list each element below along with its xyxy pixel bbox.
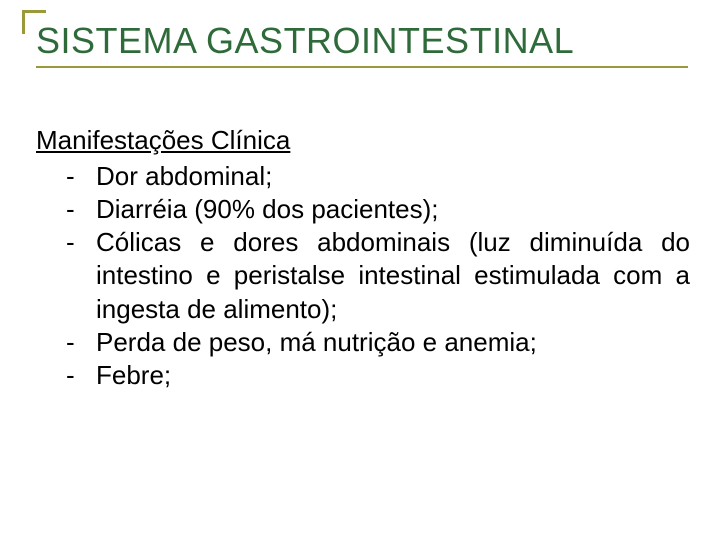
list-item: Perda de peso, má nutrição e anemia; <box>66 326 690 359</box>
subheading: Manifestações Clínica <box>36 124 690 157</box>
page-title: SISTEMA GASTROINTESTINAL <box>36 22 690 60</box>
title-underline <box>36 66 688 69</box>
body-content: Manifestações Clínica Dor abdominal; Dia… <box>36 124 690 392</box>
corner-tick-horizontal <box>22 10 46 13</box>
corner-tick-vertical <box>22 10 25 34</box>
list-item: Diarréia (90% dos pacientes); <box>66 193 690 226</box>
list-item: Cólicas e dores abdominais (luz diminuíd… <box>66 226 690 326</box>
list-item: Febre; <box>66 359 690 392</box>
title-block: SISTEMA GASTROINTESTINAL <box>36 10 690 78</box>
slide: SISTEMA GASTROINTESTINAL Manifestações C… <box>0 0 720 540</box>
bullet-list: Dor abdominal; Diarréia (90% dos pacient… <box>36 160 690 393</box>
list-item: Dor abdominal; <box>66 160 690 193</box>
